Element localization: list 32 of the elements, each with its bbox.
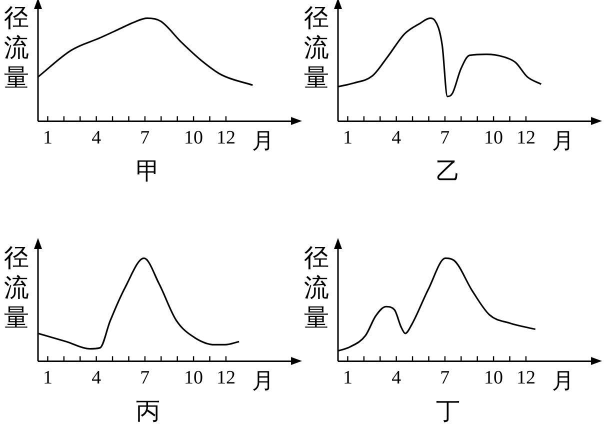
x-tick-label: 4 <box>392 128 402 149</box>
x-tick-label: 10 <box>484 128 504 149</box>
x-tick-label: 10 <box>184 128 204 149</box>
x-tick-label: 10 <box>184 368 204 389</box>
x-tick-label: 1 <box>42 368 52 389</box>
text: 丙 <box>135 398 161 427</box>
y-axis-title: 径流量 <box>4 4 30 94</box>
y-axis-title: 径流量 <box>4 244 30 334</box>
x-tick-label: 1 <box>342 128 352 149</box>
x-tick-label: 4 <box>92 368 102 389</box>
x-tick-label: 7 <box>140 128 150 149</box>
x-axis-title: 月 <box>252 367 274 395</box>
x-tick-label: 12 <box>216 128 236 149</box>
x-tick-label: 7 <box>440 368 450 389</box>
x-tick-label: 4 <box>92 128 102 149</box>
x-tick-label: 10 <box>484 368 504 389</box>
x-tick-label: 12 <box>216 368 236 389</box>
text: 丁 <box>435 398 461 427</box>
x-axis-title: 月 <box>252 127 274 155</box>
x-tick-label: 1 <box>342 368 352 389</box>
x-tick-label: 12 <box>516 368 536 389</box>
x-tick-label: 7 <box>140 368 150 389</box>
x-tick-label: 4 <box>392 368 402 389</box>
x-axis-title: 月 <box>552 127 574 155</box>
text: 甲 <box>135 158 161 187</box>
y-axis-title: 径流量 <box>304 244 330 334</box>
x-tick-label: 12 <box>516 128 536 149</box>
text: 乙 <box>435 158 461 187</box>
y-axis-title: 径流量 <box>304 4 330 94</box>
x-axis-title: 月 <box>552 367 574 395</box>
x-tick-label: 1 <box>42 128 52 149</box>
x-tick-label: 7 <box>440 128 450 149</box>
